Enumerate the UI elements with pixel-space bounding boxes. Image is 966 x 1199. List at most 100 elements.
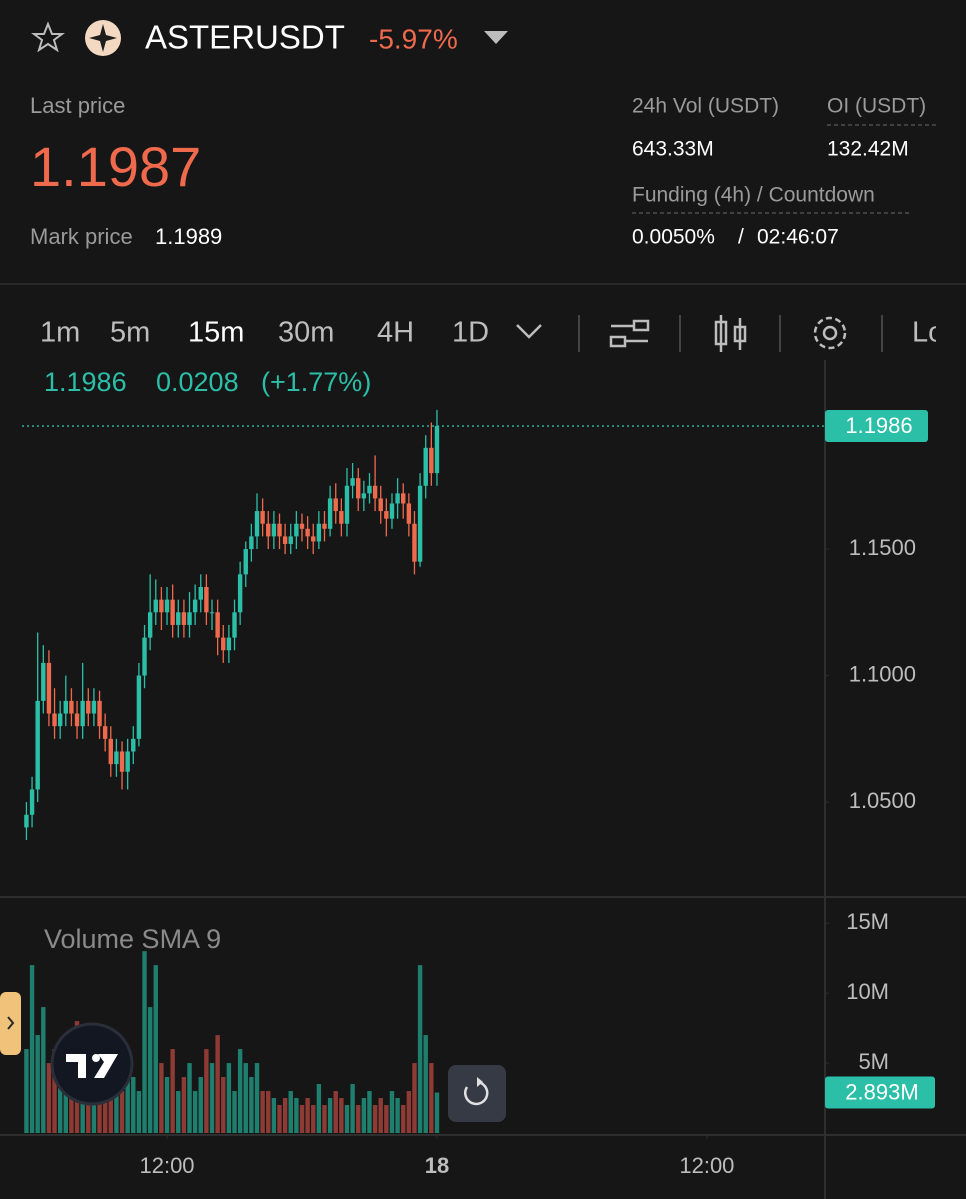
volume-title: Volume SMA 9 (44, 924, 221, 954)
volume-bar (434, 1092, 440, 1133)
candle-body (198, 586, 203, 600)
x-tick-label: 12:00 (679, 1153, 734, 1178)
volume-bar (384, 1105, 389, 1133)
candle-body (406, 503, 412, 524)
side-panel-tab[interactable] (0, 992, 21, 1055)
candle-body (226, 637, 232, 651)
candle-body (344, 485, 350, 524)
candle-body (192, 599, 198, 613)
volume-bar (114, 1077, 119, 1133)
candle-body (86, 700, 91, 714)
candle-body (316, 523, 322, 542)
symbol-dropdown[interactable] (484, 31, 508, 44)
candle-body (24, 814, 29, 828)
candle-body (350, 478, 355, 486)
volume-bar (63, 1063, 68, 1133)
settings-icon[interactable] (813, 316, 847, 350)
candle-body (170, 599, 175, 625)
timeframe-tab[interactable]: 5m (110, 317, 150, 349)
volume-bar (406, 1091, 412, 1133)
timeframe-tab[interactable]: 30m (278, 317, 334, 349)
candle-body (108, 738, 113, 765)
volume-bar (277, 1105, 282, 1133)
volume-bar (412, 1063, 417, 1133)
timeframe-tab[interactable]: 4H (377, 317, 414, 349)
volume-bar (237, 1049, 243, 1133)
toolbar-more[interactable]: Lo (912, 317, 944, 349)
candle-body (153, 599, 158, 613)
funding: 0.0050% (632, 226, 715, 249)
candle-body (299, 523, 305, 529)
volume-bar (119, 1091, 125, 1133)
candle-body (164, 599, 170, 613)
volume-bar (389, 1091, 395, 1133)
tradingview-logo[interactable] (50, 1022, 134, 1106)
timeframe-more[interactable] (516, 324, 542, 339)
volume-bar (378, 1098, 383, 1133)
separator: / (738, 226, 744, 249)
volume-bar (344, 1105, 350, 1133)
volume-bar (24, 1049, 29, 1133)
candle-body (29, 789, 35, 815)
chart-type-icon[interactable] (714, 315, 747, 352)
candle-body (260, 511, 265, 524)
candle-body (204, 586, 209, 613)
reset-icon (464, 1080, 489, 1106)
candle-body (322, 523, 327, 529)
volume-bar (361, 1098, 367, 1133)
candle-body (97, 700, 102, 727)
candle-body (63, 700, 68, 714)
timeframe-tab[interactable]: 15m (188, 317, 244, 349)
volume-bar (327, 1098, 333, 1133)
candle-body (209, 612, 215, 614)
favorite-star[interactable] (31, 21, 65, 53)
timeframe-tab[interactable]: 1m (40, 317, 80, 349)
volume-bar (339, 1098, 344, 1133)
candle-body (80, 700, 85, 727)
candle-body (277, 523, 282, 537)
y-tick-label: 1.1000 (849, 661, 916, 686)
candle-body (384, 511, 389, 519)
candle-body (417, 485, 423, 562)
candle-body (147, 612, 153, 638)
volume-bar (125, 1049, 130, 1133)
candle-body (125, 751, 130, 772)
candle-body (372, 485, 378, 499)
x-tick-label: 12:00 (139, 1153, 194, 1178)
y-tick-label: 1.0500 (849, 788, 916, 813)
candle-body (378, 498, 383, 512)
symbol[interactable]: ASTERUSDT (145, 19, 345, 56)
volume-bar (395, 1098, 400, 1133)
volume-bar (282, 1098, 288, 1133)
vol: 643.33M (632, 138, 714, 161)
legend-change-pct: (+1.77%) (261, 367, 371, 397)
volume-bar (316, 1084, 322, 1133)
candle-body (176, 612, 181, 625)
candle-body (282, 536, 288, 544)
volume-bar (41, 1007, 46, 1133)
volume-bar (52, 1049, 57, 1133)
volume-bar (401, 1105, 406, 1133)
candle-body (361, 493, 367, 499)
indicator-icon[interactable] (609, 319, 650, 348)
volume-bar (311, 1105, 316, 1133)
candle-body (389, 503, 395, 519)
volume-bar (136, 1091, 142, 1133)
timeframe-tab[interactable]: 1D (452, 317, 489, 349)
volume-bar (372, 1105, 378, 1133)
candle-body (401, 493, 406, 504)
volume-bar (260, 1091, 265, 1133)
chart-marks: 1.1986 0.0208 (+1.77%) Volume SMA 9 1.0500 1.… (22, 367, 935, 1178)
candle-body (243, 549, 248, 575)
last-volume-box (825, 1076, 935, 1109)
volume-bar (299, 1105, 305, 1133)
volume-bar (170, 1049, 175, 1133)
volume-bar (367, 1091, 372, 1133)
candle-body (131, 738, 136, 752)
candle-body (254, 511, 260, 537)
candle-body (412, 523, 417, 562)
candle-body (294, 523, 299, 537)
reset-button[interactable] (448, 1065, 506, 1122)
volume-bar (198, 1077, 203, 1133)
volume-bar (46, 1063, 52, 1133)
